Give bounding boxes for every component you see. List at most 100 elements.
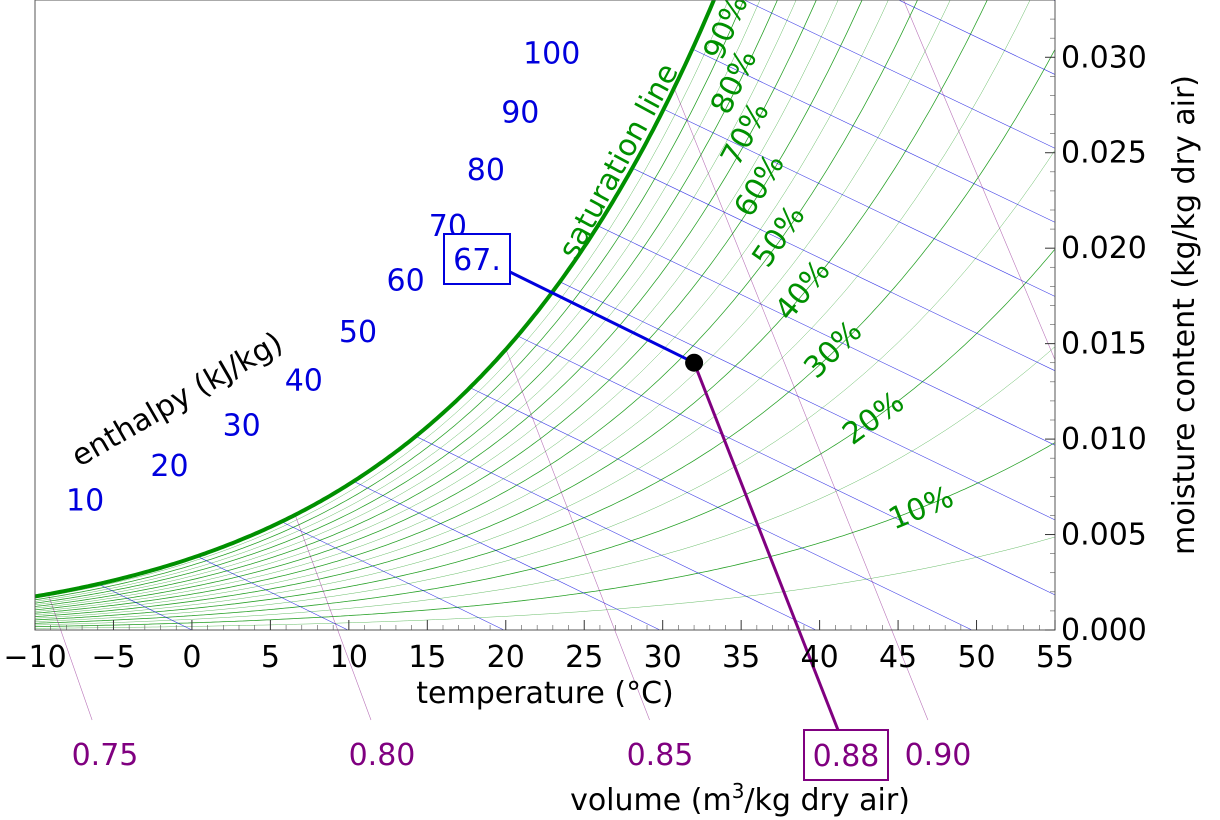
x-tick-label: 40: [801, 640, 839, 675]
state-volume-box: [803, 729, 889, 781]
rh-fine-line: [35, 0, 988, 617]
rh-fine-line: [35, 149, 1055, 622]
enthalpy-label: 20: [150, 449, 188, 484]
enthalpy-line: [597, 225, 1055, 446]
state-point-marker: [685, 353, 704, 372]
volume-line: [673, 87, 892, 630]
rh-fine-line: [35, 0, 729, 599]
volume-label: 0.90: [905, 738, 972, 773]
volume-leader: [60, 629, 93, 721]
enthalpy-line: [827, 0, 1220, 630]
rh-line: [35, 0, 817, 607]
x-tick-label: 50: [957, 640, 995, 675]
volume-lines: [47, 0, 1055, 721]
rh-fine-line: [35, 346, 1055, 626]
x-tick-label: −10: [3, 640, 66, 675]
state-volume-leader: [692, 362, 840, 731]
x-tick-label: 10: [330, 640, 368, 675]
volume-label: 0.85: [627, 738, 694, 773]
y-tick-label: 0.000: [1061, 613, 1147, 648]
volume-line: [47, 594, 61, 630]
enthalpy-line: [98, 583, 193, 630]
enthalpy-label: 80: [467, 153, 505, 188]
rh-fine-line: [35, 0, 1031, 619]
rh-line: [35, 0, 988, 617]
enthalpy-label: 30: [223, 409, 261, 444]
y-tick-label: 0.030: [1061, 40, 1147, 75]
x-tick-label: 35: [722, 640, 760, 675]
enthalpy-line: [898, 0, 1055, 75]
relative-humidity-lines: [35, 0, 1055, 628]
rh-fine-line: [35, 0, 797, 606]
plot-frame: [34, 0, 1056, 631]
rh-fine-line: [35, 0, 839, 609]
enthalpy-line: [692, 48, 1055, 223]
y-tick-label: 0.020: [1061, 231, 1147, 266]
rh-fine-line: [35, 0, 889, 612]
x-axis: −10 −5 0 5 10 15 20 25 30 35 40 45 50 55: [3, 620, 1074, 675]
rh-label: 10%: [884, 480, 959, 538]
state-enthalpy-box: [443, 233, 511, 285]
volume-leader: [614, 629, 650, 721]
x-tick-label: −5: [91, 640, 135, 675]
rh-line: [35, 0, 778, 604]
rh-label: 20%: [836, 385, 910, 453]
enthalpy-line: [353, 481, 661, 630]
x-tick-label: 45: [879, 640, 917, 675]
x-tick-label: 0: [182, 640, 201, 675]
y-tick-label: 0.015: [1061, 327, 1147, 362]
x-tick-label: 15: [408, 640, 446, 675]
rh-line: [35, 442, 1055, 628]
enthalpy-line: [415, 436, 817, 630]
volume-label: 0.75: [72, 738, 139, 773]
x-tick-label: 55: [1036, 640, 1074, 675]
enthalpy-line: [196, 555, 349, 630]
y-axis-label: moisture content (kg/kg dry air): [1167, 75, 1202, 555]
enthalpy-line: [632, 167, 1055, 372]
enthalpy-line: [281, 521, 505, 630]
rh-fine-line: [35, 0, 951, 616]
enthalpy-line: [663, 108, 1055, 297]
volume-axis-label: volume (m3/kg dry air): [570, 779, 910, 818]
y-tick-label: 0.005: [1061, 518, 1147, 553]
volume-label: 0.80: [349, 738, 416, 773]
enthalpy-line: [1052, 0, 1055, 2]
rh-fine-line: [35, 0, 761, 602]
enthalpy-label: 10: [66, 484, 104, 519]
y-axis: 0.000 0.005 0.010 0.015 0.020 0.025 0.030: [1045, 0, 1147, 648]
volume-line: [903, 0, 1055, 361]
y-tick-label: 0.010: [1061, 422, 1147, 457]
enthalpy-label: 40: [285, 364, 323, 399]
x-tick-label: 30: [644, 640, 682, 675]
enthalpy-label: 100: [523, 37, 580, 72]
rh-line: [35, 0, 918, 614]
saturation-line-label: saturation line: [552, 58, 686, 265]
rh-fine-line: [35, 536, 1055, 629]
enthalpy-label: 60: [387, 263, 425, 298]
y-tick-label: 0.025: [1061, 136, 1147, 171]
rh-line: [35, 49, 1055, 621]
enthalpy-label: 90: [501, 96, 539, 131]
state-enthalpy-value: 67.: [453, 243, 501, 278]
rh-fine-line: [35, 0, 817, 607]
state-point-layer: 67. 0.88: [443, 233, 889, 781]
rh-line: [35, 0, 745, 601]
enthalpy-line: [469, 387, 973, 630]
volume-leader: [891, 629, 929, 721]
rh-line: [35, 0, 863, 611]
state-enthalpy-leader: [509, 270, 695, 365]
saturation-curve: [35, 0, 717, 599]
x-tick-label: 20: [487, 640, 525, 675]
enthalpy-line: [517, 335, 1055, 596]
saturation-line-layer: [35, 0, 717, 599]
x-axis-label: temperature (°C): [416, 676, 673, 711]
x-tick-label: 25: [565, 640, 603, 675]
state-volume-value: 0.88: [813, 739, 880, 774]
rh-line: [35, 248, 1055, 624]
volume-line: [505, 349, 615, 630]
enthalpy-line: [559, 281, 1055, 521]
rh-fine-line: [35, 248, 1055, 624]
volume-leader: [337, 629, 372, 721]
volume-line: [294, 514, 338, 630]
